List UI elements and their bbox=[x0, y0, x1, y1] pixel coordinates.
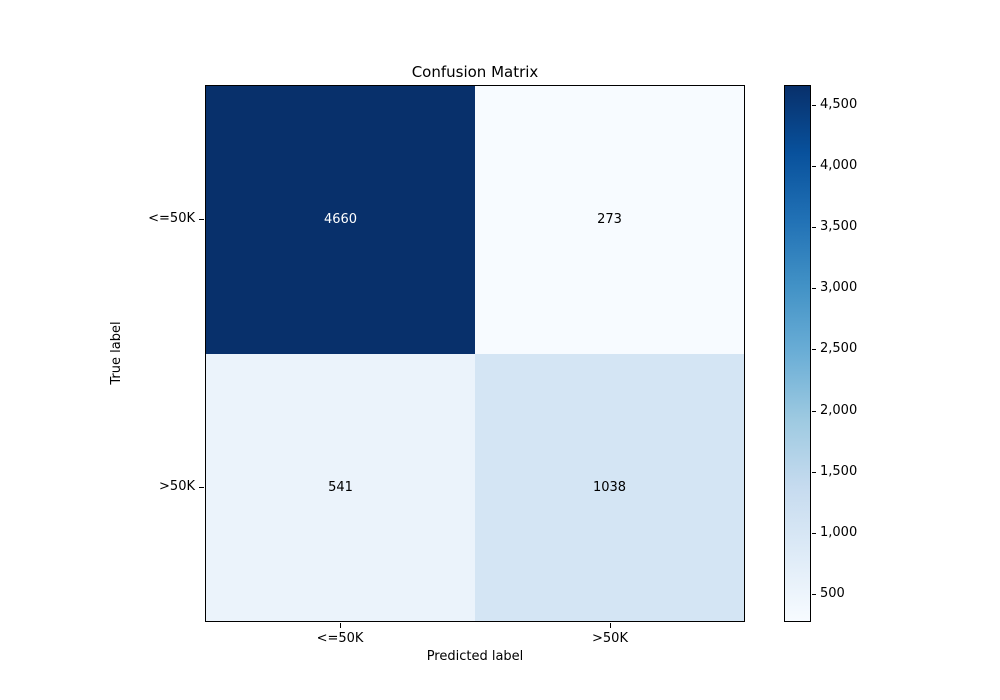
colorbar-tick-mark bbox=[812, 411, 816, 412]
colorbar-tick-mark bbox=[812, 166, 816, 167]
heatmap-cell-true-gt50k-pred-le50k: 541 bbox=[206, 353, 475, 621]
y-tick-label-le50k: <=50K bbox=[148, 211, 195, 226]
cell-value: 1038 bbox=[592, 479, 627, 495]
colorbar-tick-label: 1,500 bbox=[820, 464, 858, 479]
x-axis-title: Predicted label bbox=[426, 649, 524, 664]
colorbar-tick-label: 500 bbox=[820, 586, 845, 601]
colorbar-tick-mark bbox=[812, 594, 816, 595]
heatmap-plot: 4660 273 541 1038 bbox=[205, 85, 745, 622]
cell-value: 541 bbox=[328, 479, 353, 495]
heatmap-cell-true-le50k-pred-le50k: 4660 bbox=[206, 86, 475, 354]
colorbar-tick-mark bbox=[812, 105, 816, 106]
colorbar-tick-mark bbox=[812, 533, 816, 534]
y-tick-mark bbox=[199, 219, 204, 220]
colorbar-tick-label: 2,500 bbox=[820, 341, 858, 356]
heatmap-cell-true-le50k-pred-gt50k: 273 bbox=[475, 86, 744, 354]
colorbar-tick-mark bbox=[812, 349, 816, 350]
colorbar-tick-label: 3,500 bbox=[820, 219, 858, 234]
colorbar-tick-mark bbox=[812, 288, 816, 289]
cell-value: 4660 bbox=[323, 212, 358, 228]
colorbar bbox=[784, 85, 811, 622]
colorbar-tick-mark bbox=[812, 472, 816, 473]
y-tick-mark bbox=[199, 487, 204, 488]
x-tick-label-gt50k: >50K bbox=[592, 631, 628, 646]
x-tick-label-le50k: <=50K bbox=[316, 631, 364, 646]
x-tick-mark bbox=[610, 623, 611, 628]
x-tick-mark bbox=[340, 623, 341, 628]
chart-title: Confusion Matrix bbox=[411, 63, 539, 81]
colorbar-tick-mark bbox=[812, 227, 816, 228]
y-axis-title: True label bbox=[109, 321, 124, 385]
y-tick-label-gt50k: >50K bbox=[159, 479, 195, 494]
colorbar-tick-label: 4,500 bbox=[820, 97, 858, 112]
colorbar-tick-label: 2,000 bbox=[820, 403, 858, 418]
colorbar-tick-label: 3,000 bbox=[820, 280, 858, 295]
colorbar-tick-label: 1,000 bbox=[820, 525, 858, 540]
colorbar-tick-label: 4,000 bbox=[820, 158, 858, 173]
heatmap-cell-true-gt50k-pred-gt50k: 1038 bbox=[475, 353, 744, 621]
cell-value: 273 bbox=[597, 212, 622, 228]
